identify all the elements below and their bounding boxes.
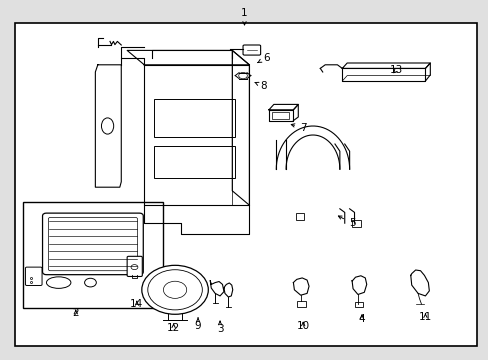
Bar (154, 146, 234, 178)
Text: 9: 9 (194, 318, 201, 331)
Bar (271, 112, 289, 119)
Text: 7: 7 (291, 123, 306, 133)
Text: 13: 13 (388, 65, 402, 75)
Bar (297, 301, 305, 307)
Bar (295, 213, 304, 220)
Bar (354, 302, 363, 307)
Text: 14: 14 (130, 299, 143, 309)
Circle shape (142, 265, 208, 314)
FancyBboxPatch shape (127, 256, 142, 276)
Bar (15, 23, 476, 346)
FancyBboxPatch shape (243, 45, 260, 55)
Text: 6: 6 (257, 53, 269, 63)
Text: 5: 5 (338, 216, 355, 228)
Text: 4: 4 (358, 314, 365, 324)
Bar (351, 220, 360, 227)
Bar (23, 202, 163, 308)
Text: 3: 3 (216, 321, 223, 334)
Text: 10: 10 (296, 321, 309, 331)
Text: 2: 2 (72, 308, 79, 318)
Text: 12: 12 (166, 323, 180, 333)
Text: 8: 8 (255, 81, 267, 91)
Text: 11: 11 (418, 312, 431, 322)
Bar (154, 99, 234, 137)
Text: 1: 1 (241, 8, 247, 25)
